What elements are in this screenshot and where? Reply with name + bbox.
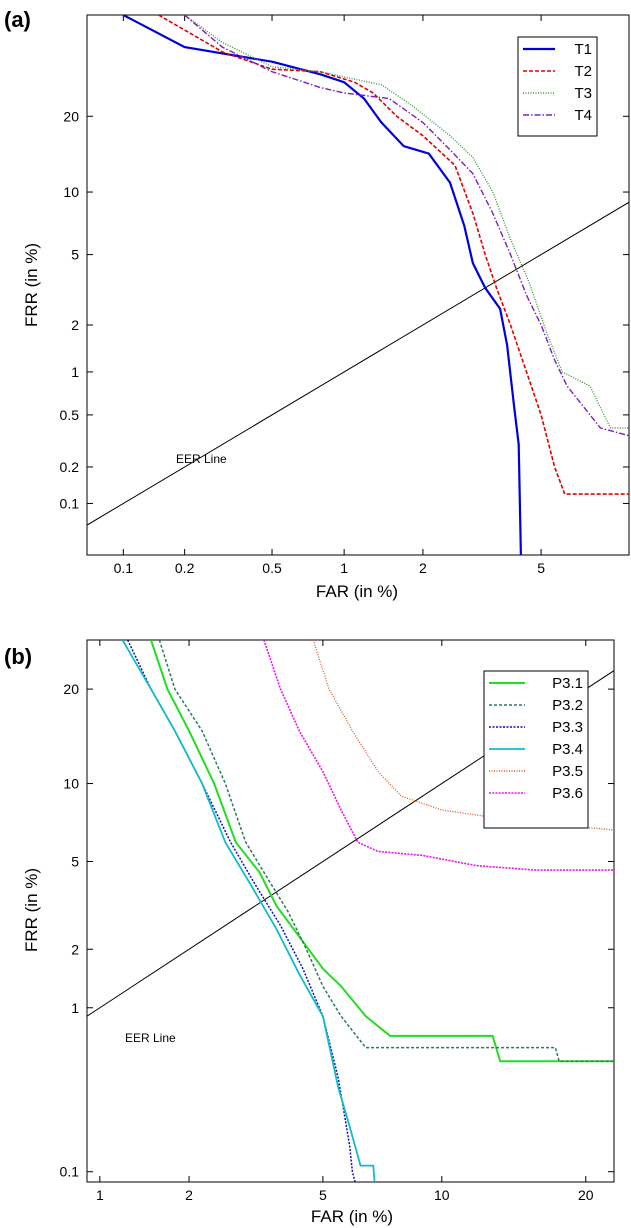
legend-label-p3-4: P3.4 [552,741,583,758]
x-tick-label: 0.5 [262,560,282,576]
panel-b: (b) 1 2 5 10 20 0.1 1 2 5 10 20 EER Line FAR (in %… [4,639,615,1226]
panel-b-axes: 1 2 5 10 20 0.1 1 2 5 10 20 [60,640,614,1203]
legend-label-t1: T1 [574,41,592,58]
panel-a-y-axis-title: FRR (in %) [22,243,41,327]
x-tick-label: 0.1 [114,560,134,576]
series-line-p3-1 [150,640,614,1063]
panel-b-legend-entries: P3.1 P3.2 P3.3 P3.4 P3.5 P3.6 [489,675,583,802]
legend-label-t3: T3 [574,85,592,102]
y-tick-label: 10 [63,184,79,200]
panel-a-plot-frame [86,14,630,556]
y-tick-label: 2 [71,941,79,957]
y-tick-label: 5 [71,247,79,263]
y-tick-label: 10 [63,776,79,792]
panel-a-label: (a) [4,7,31,32]
panel-b-eer-line [87,670,614,1017]
series-line-t3 [184,15,629,429]
legend-label-t4: T4 [574,107,592,124]
panel-a-legend: T1 T2 T3 T4 [517,36,598,137]
series-line-p3-3 [127,640,356,1182]
y-tick-label: 5 [71,853,79,869]
series-line-t4 [184,15,629,437]
panel-b-label: (b) [4,644,32,669]
y-tick-label: 1 [71,364,79,380]
legend-label-p3-3: P3.3 [552,719,583,736]
panel-b-plot-frame [86,639,615,1183]
panel-a-series-group [122,15,629,555]
panel-b-x-axis-title: FAR (in %) [311,1207,393,1226]
y-tick-label: 0.1 [60,1164,80,1180]
panel-a-eer-line [87,201,629,526]
x-tick-label: 20 [578,1187,594,1203]
x-tick-label: 0.2 [175,560,195,576]
series-line-p3-6 [263,640,614,871]
series-line-t1 [122,15,522,555]
legend-label-t2: T2 [574,63,592,80]
x-tick-label: 10 [434,1187,450,1203]
y-tick-label: 20 [63,681,79,697]
legend-label-p3-1: P3.1 [552,675,583,692]
panel-b-legend: P3.1 P3.2 P3.3 P3.4 P3.5 P3.6 [483,670,589,829]
y-tick-label: 0.5 [60,407,80,423]
x-tick-label: 2 [185,1187,193,1203]
legend-label-p3-5: P3.5 [552,763,583,780]
y-tick-label: 0.2 [60,459,80,475]
y-tick-label: 2 [71,317,79,333]
series-line-p3-2 [158,640,614,1063]
x-tick-label: 5 [537,560,545,576]
panel-a-x-axis-title: FAR (in %) [316,582,398,601]
legend-label-p3-6: P3.6 [552,785,583,802]
panel-b-eer-label: EER Line [125,1031,176,1045]
panel-b-y-axis-title: FRR (in %) [22,868,41,952]
panel-a-legend-box [517,36,598,137]
x-tick-label: 1 [340,560,348,576]
panel-a: (a) 0.1 0.2 0.5 1 2 5 0.1 0.2 0.5 1 2 5 10 20 EER Lin… [4,7,630,601]
y-tick-label: 1 [71,1000,79,1016]
x-tick-label: 1 [96,1187,104,1203]
x-tick-label: 2 [419,560,427,576]
series-line-t2 [158,15,629,495]
panel-a-eer-label: EER Line [176,452,227,466]
legend-label-p3-2: P3.2 [552,697,583,714]
panel-a-axes: 0.1 0.2 0.5 1 2 5 0.1 0.2 0.5 1 2 5 10 20 [60,15,629,576]
y-tick-label: 0.1 [60,495,80,511]
series-line-p3-4 [121,640,376,1182]
panel-a-legend-entries: T1 T2 T3 T4 [523,41,592,124]
x-tick-label: 5 [319,1187,327,1203]
panel-b-series-group [121,640,614,1182]
series-line-p3-5 [312,640,614,831]
y-tick-label: 20 [63,108,79,124]
